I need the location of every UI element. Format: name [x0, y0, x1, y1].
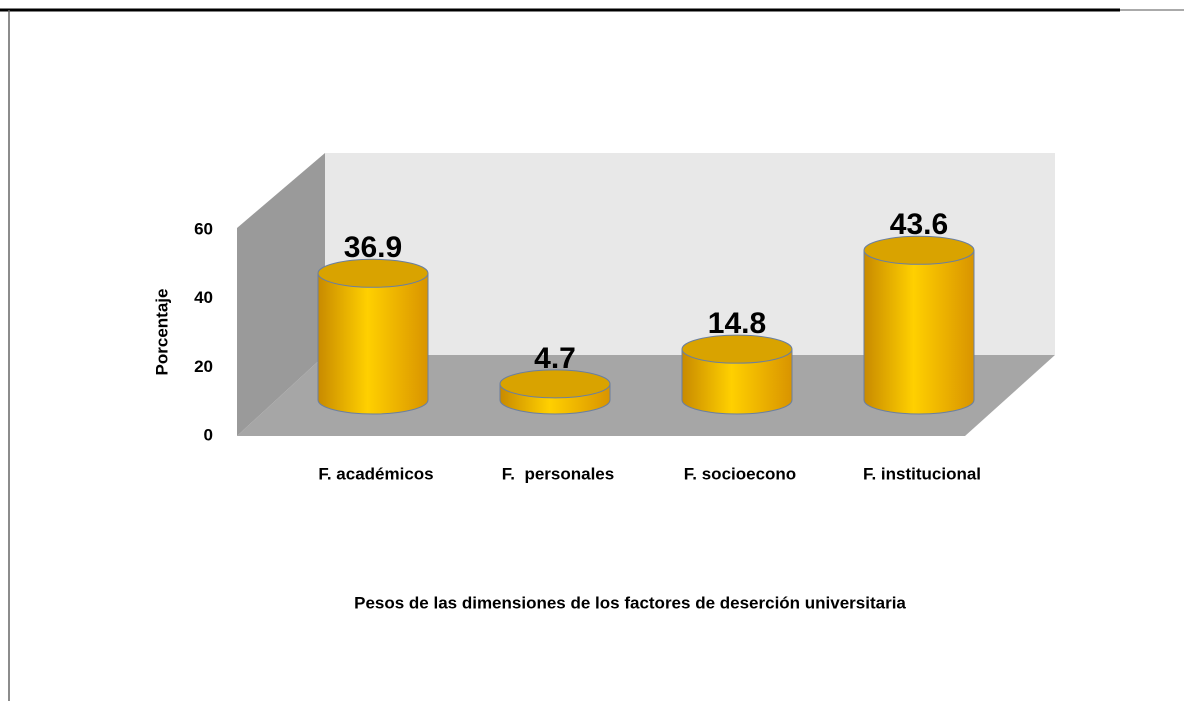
bar-top — [681, 334, 793, 364]
bar — [863, 249, 975, 415]
y-tick-label: 60 — [194, 219, 213, 238]
bar-top — [317, 258, 429, 288]
chart-title: Pesos de las dimensiones de los factores… — [354, 593, 906, 612]
x-tick-label: F. socioecono — [684, 464, 796, 483]
bar — [681, 348, 793, 415]
x-tick-label: F. académicos — [318, 464, 433, 483]
side-wall — [237, 153, 325, 436]
bar-top — [863, 235, 975, 265]
value-label: 14.8 — [708, 307, 766, 340]
y-tick-label: 20 — [194, 357, 213, 376]
y-tick-label: 0 — [204, 425, 213, 444]
value-label: 43.6 — [890, 208, 948, 241]
bar-top — [499, 369, 611, 399]
y-tick-label: 40 — [194, 288, 213, 307]
value-label: 36.9 — [344, 231, 402, 264]
x-tick-label: F. institucional — [863, 464, 981, 483]
bar — [317, 272, 429, 415]
y-axis-label: Porcentaje — [152, 289, 171, 376]
x-tick-label: F. personales — [502, 464, 614, 483]
floor — [237, 355, 1055, 436]
value-label: 4.7 — [534, 342, 576, 375]
